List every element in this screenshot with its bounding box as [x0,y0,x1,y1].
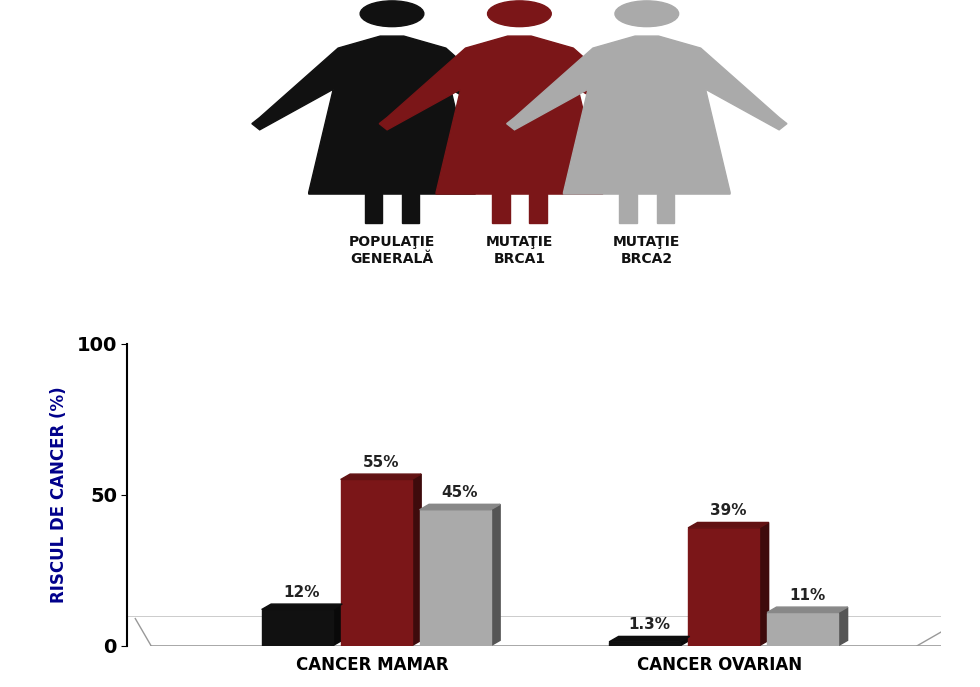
Polygon shape [760,522,768,646]
Polygon shape [688,522,768,528]
Polygon shape [341,474,421,480]
Bar [657,194,674,223]
Polygon shape [767,613,838,646]
Polygon shape [379,36,660,194]
Bar [402,194,419,223]
Ellipse shape [488,1,551,27]
Bar [365,194,382,223]
Polygon shape [514,117,652,130]
Polygon shape [688,528,760,646]
Text: 39%: 39% [710,503,747,518]
Text: MUTAŢIE
BRCA2: MUTAŢIE BRCA2 [613,235,680,266]
Polygon shape [680,636,690,646]
Polygon shape [507,36,787,194]
Ellipse shape [361,1,424,27]
Y-axis label: RISCUL DE CANCER (%): RISCUL DE CANCER (%) [50,386,69,603]
Bar [619,194,637,223]
Polygon shape [419,510,491,646]
Polygon shape [333,604,342,646]
Polygon shape [262,604,342,609]
Polygon shape [387,117,524,130]
Text: 45%: 45% [442,485,478,499]
Text: MUTAŢIE
BRCA1: MUTAŢIE BRCA1 [486,235,553,266]
Polygon shape [610,636,690,642]
Polygon shape [767,607,848,613]
Bar [529,194,547,223]
Polygon shape [491,504,500,646]
Polygon shape [262,609,333,646]
Polygon shape [341,480,412,646]
Ellipse shape [615,1,678,27]
Text: POPULAŢIE
GENERALĂ: POPULAŢIE GENERALĂ [349,235,435,266]
Text: 11%: 11% [789,587,825,602]
Polygon shape [419,504,500,510]
Text: 1.3%: 1.3% [628,617,670,632]
Text: 55%: 55% [363,455,399,469]
Text: 12%: 12% [283,585,320,600]
Polygon shape [252,36,532,194]
Polygon shape [610,642,680,646]
Bar [492,194,510,223]
Polygon shape [838,607,848,646]
Polygon shape [412,474,421,646]
